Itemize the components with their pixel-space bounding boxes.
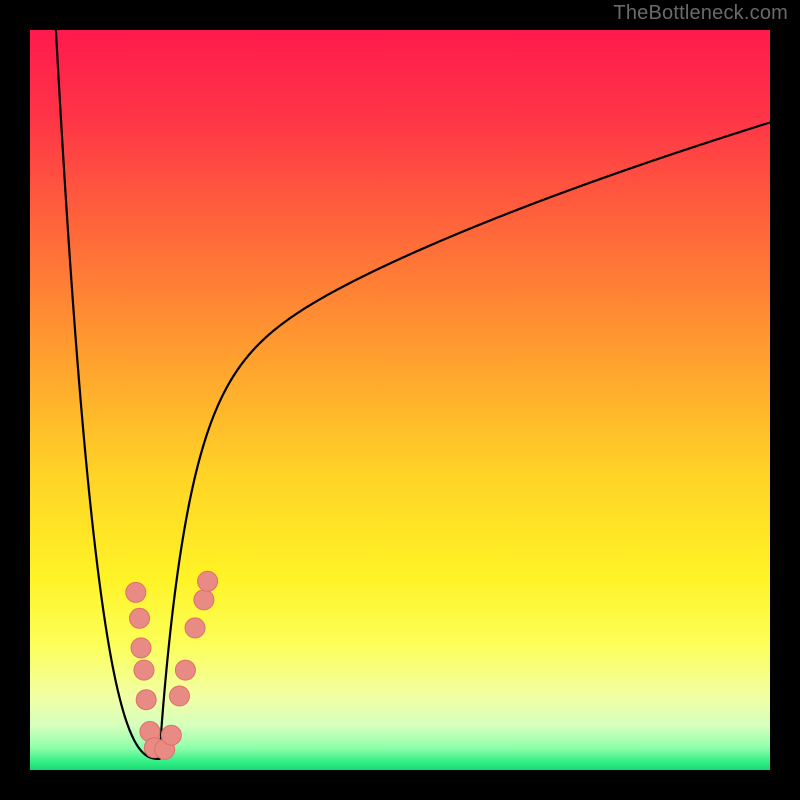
watermark-text: TheBottleneck.com [613, 2, 788, 25]
data-marker [130, 608, 150, 628]
data-marker [134, 660, 154, 680]
chart-svg [30, 30, 770, 770]
plot-area [30, 30, 770, 770]
data-marker [185, 618, 205, 638]
data-marker [198, 571, 218, 591]
chart-frame: TheBottleneck.com [0, 0, 800, 800]
data-marker [169, 686, 189, 706]
data-marker [161, 725, 181, 745]
bottleneck-curve [56, 30, 770, 759]
data-marker [136, 690, 156, 710]
data-marker [131, 638, 151, 658]
data-marker [126, 582, 146, 602]
data-marker [175, 660, 195, 680]
data-marker [194, 590, 214, 610]
